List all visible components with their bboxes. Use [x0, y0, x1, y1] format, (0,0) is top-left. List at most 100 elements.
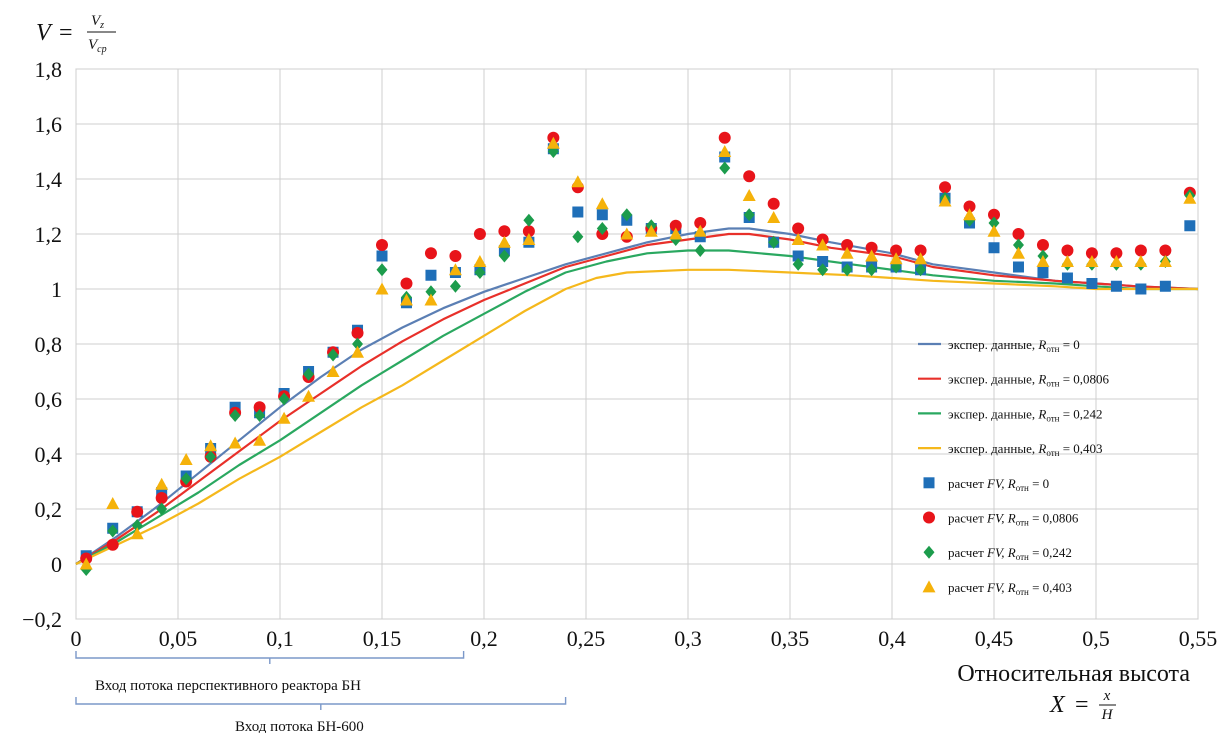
x-tick-label: 0,55	[1179, 626, 1218, 651]
x-tick-label: 0,35	[771, 626, 810, 651]
data-point-diamond	[376, 263, 388, 277]
data-point-circle	[473, 228, 486, 240]
y-tick-label: 1,8	[35, 57, 63, 82]
data-point-circle	[131, 505, 144, 518]
data-point-square	[596, 209, 608, 221]
data-point-triangle	[840, 246, 854, 259]
data-point-diamond	[352, 337, 364, 351]
data-point-triangle	[497, 235, 511, 248]
legend-label: экспер. данные, Rотн = 0,403	[948, 441, 1103, 458]
x-label-eq: =	[1075, 692, 1089, 718]
y-tick-label: 0,8	[35, 332, 63, 357]
x-tick-label: 0,45	[975, 626, 1014, 651]
x-label-numerator: x	[1103, 688, 1111, 704]
data-point-triangle	[106, 497, 120, 509]
data-point-square	[425, 269, 437, 281]
data-point-diamond	[866, 263, 878, 277]
data-point-triangle	[1158, 255, 1172, 267]
data-point-triangle	[791, 233, 805, 245]
data-point-diamond	[621, 208, 633, 222]
legend-label: экспер. данные, Rотн = 0,0806	[948, 372, 1110, 389]
y-label-eq: =	[59, 20, 73, 46]
data-point-triangle	[742, 189, 756, 201]
y-tick-label: 0,4	[35, 442, 63, 467]
data-point-circle	[1012, 228, 1025, 240]
data-point-square	[572, 206, 584, 218]
data-point-triangle	[228, 436, 242, 449]
data-point-square	[1184, 220, 1196, 232]
series-line-1	[75, 232, 1199, 565]
data-point-diamond	[303, 367, 315, 381]
series-line-3	[75, 268, 1198, 565]
data-point-diamond	[523, 213, 535, 227]
x-label-denominator: H	[1101, 707, 1114, 723]
data-point-triangle	[595, 197, 609, 210]
tick-labels: −0,2 0 0,2 0,4 0,6 0,8 1 1,2 1,4 1,6 1,8 0 0,05 0,1 0,…	[22, 57, 1217, 651]
data-point-circle	[1134, 244, 1147, 257]
data-point-diamond	[131, 519, 143, 532]
legend-marker-swatch	[922, 580, 936, 593]
data-point-circle	[669, 219, 682, 232]
data-point-circle	[1036, 239, 1049, 251]
x-tick-label: 0,3	[674, 626, 702, 651]
data-point-circle	[424, 247, 437, 260]
data-point-triangle	[767, 211, 781, 223]
data-point-triangle	[1183, 191, 1197, 204]
data-point-diamond	[498, 249, 510, 263]
data-point-diamond	[694, 244, 706, 257]
data-point-square	[1135, 283, 1147, 295]
y-tick-label: 1,2	[35, 222, 63, 247]
legend-label: расчет FV, Rотн = 0,0806	[948, 511, 1079, 528]
annotations: Вход потока перспективного реактора БН Вх…	[75, 651, 567, 733]
data-point-diamond	[327, 348, 339, 362]
data-point-diamond	[107, 524, 119, 538]
data-point-triangle	[865, 249, 879, 262]
data-point-diamond	[572, 230, 584, 244]
x-tick-label: 0,1	[266, 626, 294, 651]
data-point-triangle	[546, 136, 560, 149]
data-point-circle	[400, 277, 413, 290]
data-point-triangle	[571, 175, 585, 188]
data-point-diamond	[229, 409, 241, 422]
data-point-diamond	[205, 450, 217, 464]
data-point-diamond	[743, 208, 755, 222]
data-point-circle	[743, 170, 756, 183]
data-point-circle	[155, 492, 168, 504]
data-point-diamond	[156, 502, 168, 516]
data-point-circle	[351, 327, 364, 339]
data-point-triangle	[1011, 246, 1025, 259]
data-point-circle	[1085, 247, 1098, 260]
x-tick-label: 0,4	[878, 626, 906, 651]
data-point-triangle	[179, 453, 193, 465]
data-point-square	[792, 250, 804, 262]
data-point-triangle	[79, 557, 93, 570]
data-point-circle	[718, 131, 731, 144]
data-point-circle	[522, 225, 535, 238]
data-point-diamond	[425, 285, 437, 299]
grid	[75, 68, 1199, 620]
data-point-triangle	[963, 208, 977, 221]
data-point-circle	[890, 244, 903, 257]
legend-marker-swatch	[923, 511, 935, 524]
data-point-triangle	[620, 227, 634, 240]
y-tick-label: 0,2	[35, 497, 63, 522]
y-tick-label: 1	[51, 277, 62, 302]
y-axis-label: V = Vz Vcp	[36, 13, 116, 55]
legend-label: расчет FV, Rотн = 0,403	[948, 580, 1072, 597]
data-point-circle	[792, 222, 805, 235]
legend-label: расчет FV, Rотн = 0	[948, 476, 1049, 493]
y-tick-label: 1,4	[35, 167, 63, 192]
data-point-triangle	[987, 224, 1001, 237]
y-tick-label: 0	[51, 552, 62, 577]
data-point-triangle	[1060, 255, 1074, 267]
data-point-triangle	[375, 282, 389, 295]
data-point-circle	[865, 241, 878, 254]
data-point-diamond	[915, 263, 927, 277]
data-point-triangle	[204, 439, 218, 452]
x-label-text: Относительная высота	[957, 661, 1190, 687]
legend: экспер. данные, Rотн = 0 экспер. данные, …	[918, 337, 1110, 597]
x-tick-label: 0	[71, 626, 82, 651]
data-point-circle	[988, 208, 1000, 221]
data-point-diamond	[719, 161, 731, 175]
data-point-diamond	[278, 392, 290, 406]
